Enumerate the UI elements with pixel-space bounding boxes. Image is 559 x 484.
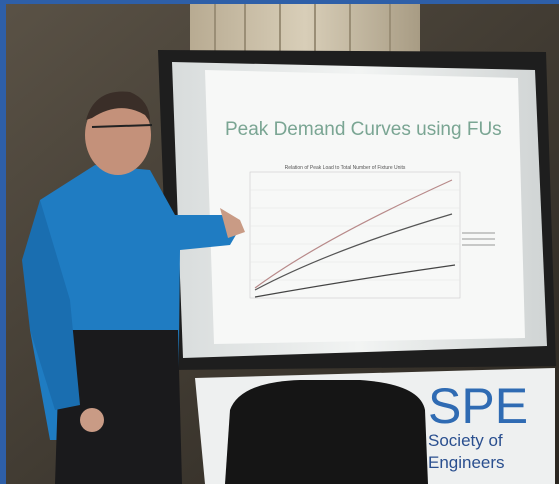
slide — [205, 70, 525, 344]
chart-title: Relation of Peak Load to Total Number of… — [285, 165, 406, 171]
banner-logo: SPE — [428, 378, 528, 434]
chair — [225, 380, 428, 484]
slide-title: Peak Demand Curves using FUs — [225, 119, 502, 140]
photo: Peak Demand Curves using FUs Relation of… — [0, 0, 559, 484]
curtain — [190, 0, 420, 55]
banner-text: Society of — [428, 431, 503, 450]
border — [0, 0, 559, 4]
banner-text: Engineers — [428, 453, 505, 472]
border — [0, 0, 6, 484]
